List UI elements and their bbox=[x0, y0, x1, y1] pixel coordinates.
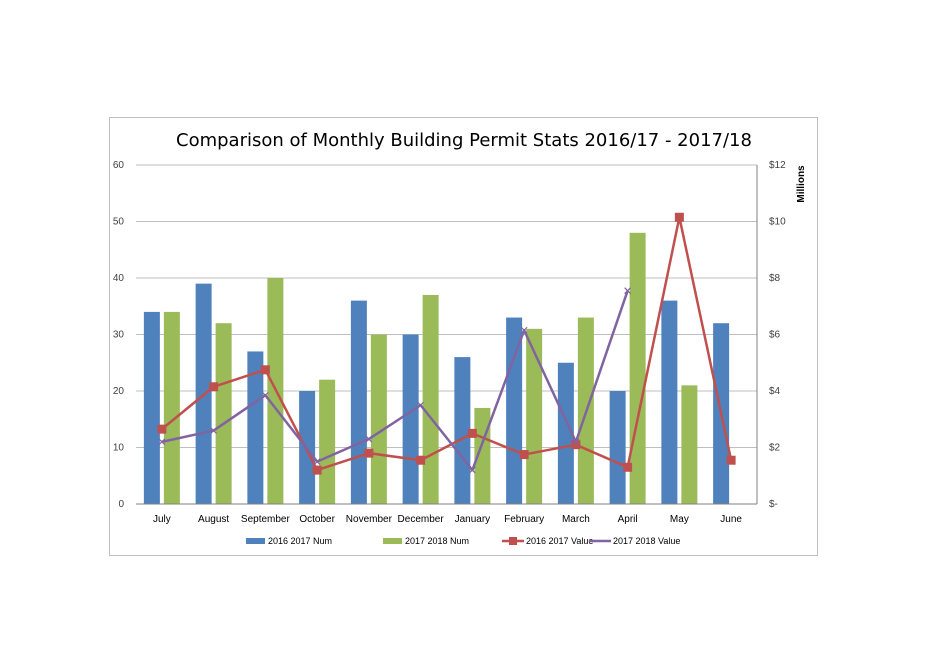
bar bbox=[661, 300, 678, 504]
series-line bbox=[161, 290, 629, 472]
legend-label: 2016 2017 Num bbox=[268, 536, 332, 546]
category-label: November bbox=[346, 514, 393, 525]
category-label: July bbox=[153, 514, 171, 525]
bar bbox=[506, 317, 523, 504]
series-point bbox=[467, 428, 477, 438]
series-point bbox=[260, 365, 270, 375]
bar bbox=[143, 311, 160, 504]
chart-title: Comparison of Monthly Building Permit St… bbox=[176, 130, 752, 151]
category-label: September bbox=[241, 514, 291, 525]
left-tick-label: 10 bbox=[113, 443, 125, 454]
series-point bbox=[519, 450, 529, 460]
legend-label: 2017 2018 Value bbox=[613, 536, 680, 546]
gridlines bbox=[136, 164, 757, 505]
right-axis-label: Millions bbox=[796, 165, 807, 203]
series-point bbox=[624, 287, 632, 295]
right-tick-label: $8 bbox=[769, 273, 781, 284]
series-point bbox=[416, 455, 426, 465]
chart-svg: Comparison of Monthly Building Permit St… bbox=[113, 130, 807, 546]
series-point bbox=[209, 382, 219, 392]
series-point bbox=[571, 440, 581, 450]
bar bbox=[681, 385, 698, 504]
lines bbox=[157, 212, 736, 475]
series-point bbox=[313, 458, 321, 466]
series-point bbox=[261, 391, 269, 399]
bar bbox=[402, 334, 419, 504]
bar bbox=[215, 323, 232, 504]
left-tick-label: 50 bbox=[113, 217, 125, 228]
series-point bbox=[520, 326, 528, 334]
category-label: August bbox=[198, 514, 229, 525]
right-tick-label: $2 bbox=[769, 443, 781, 454]
bar bbox=[350, 300, 367, 504]
bar bbox=[422, 294, 439, 504]
series-point bbox=[417, 401, 425, 409]
right-tick-label: $- bbox=[769, 499, 778, 510]
legend: 2016 2017 Num 2017 2018 Num 2016 2017 Valu… bbox=[246, 536, 680, 546]
bar bbox=[526, 328, 543, 504]
bar bbox=[609, 391, 626, 504]
series-point bbox=[468, 466, 476, 474]
chart-area: Comparison of Monthly Building Permit St… bbox=[109, 117, 818, 556]
series-point bbox=[726, 455, 736, 465]
right-tick-label: $4 bbox=[769, 386, 781, 397]
category-label: March bbox=[562, 514, 590, 525]
legend-marker bbox=[509, 537, 517, 545]
series-point bbox=[674, 212, 684, 222]
category-label: January bbox=[455, 514, 491, 525]
right-tick-label: $10 bbox=[769, 217, 786, 228]
right-tick-label: $6 bbox=[769, 330, 781, 341]
category-label: May bbox=[670, 514, 689, 525]
bar bbox=[370, 334, 387, 504]
bar bbox=[454, 357, 471, 504]
category-label: October bbox=[299, 514, 335, 525]
series-point bbox=[365, 435, 373, 443]
legend-label: 2017 2018 Num bbox=[405, 536, 469, 546]
left-tick-label: 40 bbox=[113, 273, 125, 284]
series-point bbox=[623, 462, 633, 472]
left-tick-label: 0 bbox=[118, 499, 124, 510]
bar bbox=[319, 379, 336, 504]
bar bbox=[247, 351, 264, 504]
category-label: December bbox=[398, 514, 445, 525]
bars bbox=[143, 232, 730, 505]
legend-label: 2016 2017 Value bbox=[526, 536, 593, 546]
category-label: April bbox=[618, 514, 638, 525]
bar bbox=[163, 311, 180, 504]
left-tick-label: 30 bbox=[113, 330, 125, 341]
category-label: June bbox=[720, 514, 742, 525]
series-point bbox=[364, 448, 374, 458]
legend-swatch bbox=[383, 538, 402, 544]
left-tick-label: 20 bbox=[113, 386, 125, 397]
series-point bbox=[157, 424, 167, 434]
series-point bbox=[312, 465, 322, 475]
series-point bbox=[158, 438, 166, 446]
bar bbox=[557, 362, 574, 504]
series-point bbox=[210, 427, 218, 434]
series-line bbox=[161, 216, 733, 472]
category-label: February bbox=[504, 514, 544, 525]
left-tick-label: 60 bbox=[113, 160, 125, 171]
legend-swatch bbox=[246, 538, 265, 544]
axes: 0 10 20 30 40 50 60 $- $2 $4 $6 $8 $10 $12 July August S… bbox=[113, 160, 786, 525]
series-point bbox=[572, 438, 580, 446]
right-tick-label: $12 bbox=[769, 160, 786, 171]
